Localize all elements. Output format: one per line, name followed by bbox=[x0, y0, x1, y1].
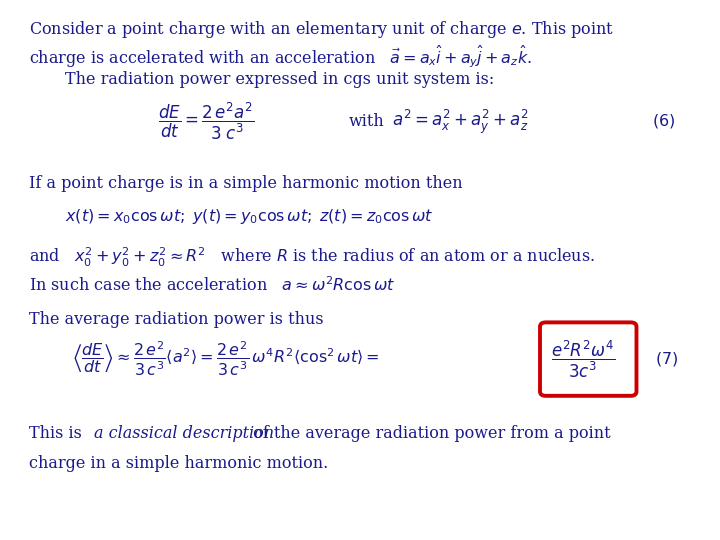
Text: $(7)$: $(7)$ bbox=[655, 350, 678, 368]
Text: charge in a simple harmonic motion.: charge in a simple harmonic motion. bbox=[29, 455, 328, 472]
Text: and   $x_0^2 + y_0^2 + z_0^2 \approx R^2$   where $R$ is the radius of an atom o: and $x_0^2 + y_0^2 + z_0^2 \approx R^2$ … bbox=[29, 246, 595, 269]
Text: $x(t) = x_0\cos\omega t;\;  y(t) = y_0\cos\omega t;\;  z(t) = z_0\cos\omega t$: $x(t) = x_0\cos\omega t;\; y(t) = y_0\co… bbox=[65, 206, 433, 226]
Text: The average radiation power is thus: The average radiation power is thus bbox=[29, 310, 323, 327]
Text: $\dfrac{e^2 R^2\omega^4}{3c^3}$: $\dfrac{e^2 R^2\omega^4}{3c^3}$ bbox=[551, 339, 615, 380]
Text: $a^2 = a_x^2 + a_y^2 + a_z^2$: $a^2 = a_x^2 + a_y^2 + a_z^2$ bbox=[392, 107, 530, 136]
Text: $\dfrac{dE}{dt} = \dfrac{2\,e^2 a^2}{3\;c^3}$: $\dfrac{dE}{dt} = \dfrac{2\,e^2 a^2}{3\;… bbox=[158, 101, 255, 142]
Text: The radiation power expressed in cgs unit system is:: The radiation power expressed in cgs uni… bbox=[65, 71, 494, 88]
Text: $(6)$: $(6)$ bbox=[652, 112, 675, 131]
Text: charge is accelerated with an acceleration   $\vec{a} = a_x\hat{i} + a_y\hat{j} : charge is accelerated with an accelerati… bbox=[29, 43, 532, 70]
Text: Consider a point charge with an elementary unit of charge $e$. This point: Consider a point charge with an elementa… bbox=[29, 19, 614, 40]
Text: In such case the acceleration   $a \approx \omega^2 R\cos\omega t$: In such case the acceleration $a \approx… bbox=[29, 276, 395, 295]
Text: a classical description: a classical description bbox=[94, 425, 274, 442]
Text: with: with bbox=[349, 113, 385, 130]
Text: of the average radiation power from a point: of the average radiation power from a po… bbox=[248, 425, 611, 442]
Text: If a point charge is in a simple harmonic motion then: If a point charge is in a simple harmoni… bbox=[29, 176, 462, 192]
Text: $\left\langle\dfrac{dE}{dt}\right\rangle \approx \dfrac{2\,e^2}{3\,c^3}\left\lan: $\left\langle\dfrac{dE}{dt}\right\rangle… bbox=[72, 340, 379, 379]
Text: This is: This is bbox=[29, 425, 87, 442]
